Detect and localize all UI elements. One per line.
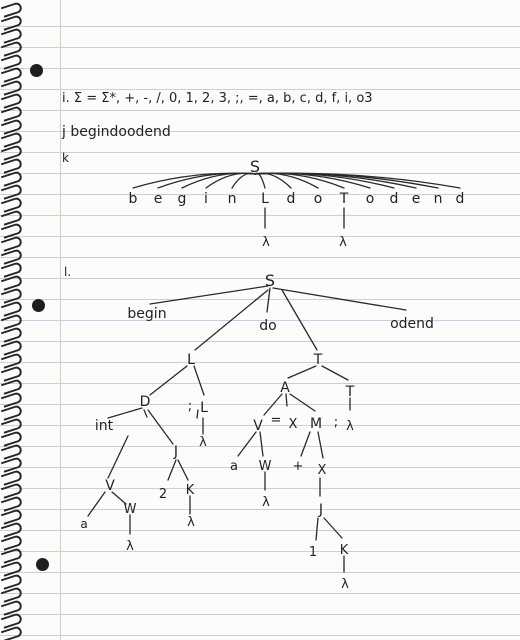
tree-l-lambda: λ: [341, 577, 349, 592]
tree-k-edge: [254, 172, 461, 189]
tree-l-plus: +: [293, 459, 304, 474]
tree-l-lambda: λ: [346, 419, 354, 434]
tree-k-edge: [157, 172, 256, 189]
begindoodend-line: j begindoodend: [61, 124, 171, 140]
tree-k-leaf: e: [412, 191, 421, 207]
parse-tree-k: S b e g i n L d o T o d e n d λ λ: [129, 157, 465, 250]
tree-k-edge: [231, 172, 256, 189]
tree-l-lambda: λ: [262, 495, 270, 510]
tree-l-one: 1: [309, 545, 317, 560]
tree-l-semicolon: ;: [334, 415, 338, 430]
tree-k-leaf: i: [204, 191, 208, 207]
tree-k-leaf: n: [434, 191, 443, 207]
tree-l-J2: J: [318, 502, 323, 518]
tree-l-K: K: [186, 483, 195, 498]
punch-hole: [32, 299, 45, 312]
tree-l-int: int: [95, 418, 114, 434]
tree-l-lambda: λ: [187, 515, 195, 530]
tree-l-equals: =: [271, 413, 282, 428]
tree-k-leaf: L: [261, 191, 269, 207]
tree-l-V: V: [105, 478, 115, 494]
parse-tree-l: S begin do odend L T D ; L λ int J V 2 K…: [80, 271, 434, 592]
tree-l-W: W: [124, 502, 137, 517]
tree-l-A: A: [280, 380, 290, 396]
tree-l-do: do: [259, 318, 276, 334]
tree-l-lambda: λ: [199, 435, 207, 450]
tree-l-odend: odend: [390, 316, 434, 332]
tree-k-leaf: o: [314, 191, 323, 207]
tree-l-K2: K: [340, 543, 349, 558]
tree-l-L: L: [187, 352, 195, 368]
tree-k-leaf: d: [287, 191, 296, 207]
tree-l-root: S: [265, 271, 275, 290]
tree-k-leaf: d: [456, 191, 465, 207]
tree-l-D: D: [140, 394, 151, 410]
label-k: k: [62, 151, 69, 165]
tree-k-root: S: [250, 157, 260, 176]
tree-l-two: 2: [159, 487, 167, 502]
tree-l-T: T: [313, 352, 323, 368]
tree-k-leaf: g: [178, 191, 187, 207]
punch-hole: [36, 558, 49, 571]
tree-k-lambda: λ: [339, 235, 347, 250]
tree-k-leaf: T: [339, 191, 349, 207]
tree-l-J: J: [173, 444, 178, 460]
tree-l-a: a: [80, 517, 87, 531]
tree-l-a: a: [230, 459, 238, 474]
tree-l-M: M: [310, 416, 322, 432]
tree-k-edges: [132, 172, 461, 189]
tree-l-X2: X: [318, 463, 327, 478]
tree-l-X: X: [289, 417, 298, 432]
tree-k-leaf: d: [390, 191, 399, 207]
tree-k-leaf: n: [228, 191, 237, 207]
tree-k-edge: [205, 172, 256, 189]
tree-l-T2: T: [345, 384, 355, 400]
tree-l-L2: L: [200, 400, 208, 416]
label-l: l.: [64, 265, 71, 279]
tree-l-begin: begin: [127, 306, 166, 322]
tree-k-leaf: o: [366, 191, 375, 207]
punch-hole: [30, 64, 43, 77]
tree-k-leaf: b: [129, 191, 138, 207]
tree-l-V2: V: [253, 418, 263, 434]
tree-k-leaf: e: [154, 191, 163, 207]
margin-line: [60, 0, 61, 640]
tree-k-lambda: λ: [262, 235, 270, 250]
tree-l-lambda: λ: [126, 539, 134, 554]
tree-l-semicolon: ;: [188, 399, 192, 414]
sigma-definition-line: i. Σ = Σ*, +, -, /, 0, 1, 2, 3, ;, =, a,…: [62, 91, 373, 106]
tree-l-W: W: [259, 459, 272, 474]
